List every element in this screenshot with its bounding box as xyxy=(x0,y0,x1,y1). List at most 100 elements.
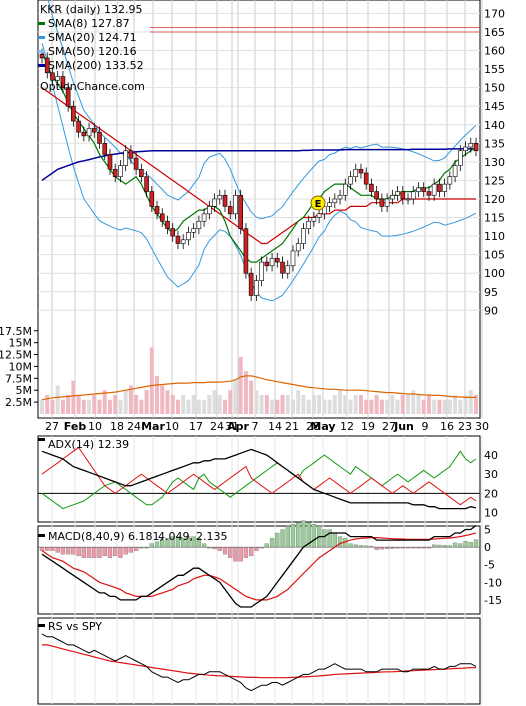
macd-histogram-bar xyxy=(264,543,269,548)
adx-tick-label: 10 xyxy=(484,506,498,519)
macd-histogram-bar xyxy=(76,546,81,557)
price-candle xyxy=(280,261,285,274)
volume-bar xyxy=(301,394,306,414)
macd-histogram-bar xyxy=(249,546,254,557)
macd-histogram-bar xyxy=(301,520,306,548)
volume-bar xyxy=(270,399,275,414)
price-candle xyxy=(473,143,479,152)
price-candle xyxy=(107,154,113,170)
volume-bar xyxy=(322,399,327,414)
price-candle xyxy=(431,183,437,196)
legend-entry: SMA(50) 120.16 xyxy=(48,45,137,58)
volume-bar xyxy=(233,380,238,414)
macd-histogram-bar xyxy=(280,529,285,548)
price-candle xyxy=(306,220,311,229)
price-candle xyxy=(86,128,92,137)
y-tick-label: 140 xyxy=(484,119,505,132)
price-candle xyxy=(196,220,202,229)
volume-bar xyxy=(217,394,222,414)
volume-bar xyxy=(40,399,44,414)
price-candle xyxy=(112,168,118,178)
macd-histogram-bar xyxy=(296,522,301,548)
y-tick-label: 135 xyxy=(484,137,505,150)
price-candle xyxy=(458,150,463,166)
macd-histogram-bar xyxy=(123,546,128,555)
macd-tick-label: 5 xyxy=(484,524,491,537)
adx-tick-label: 30 xyxy=(484,468,498,481)
volume-bar xyxy=(92,394,97,414)
volume-bar xyxy=(170,394,175,414)
price-candle xyxy=(311,217,317,222)
x-tick-label: 19 xyxy=(361,420,375,433)
volume-bar xyxy=(348,399,353,414)
volume-bar xyxy=(181,394,186,414)
y-tick-label: 105 xyxy=(484,249,505,262)
volume-bar xyxy=(280,394,285,414)
macd-histogram-bar xyxy=(238,546,243,562)
price-candle xyxy=(285,265,291,274)
legend-entry: SMA(20) 124.71 xyxy=(48,31,137,44)
macd-histogram-bar xyxy=(452,542,458,548)
macd-histogram-bar xyxy=(337,536,343,548)
y-tick-label: 170 xyxy=(484,7,505,20)
volume-bar xyxy=(411,390,416,414)
rs-line xyxy=(41,633,477,692)
legend-swatch xyxy=(38,36,45,39)
volume-bar xyxy=(254,390,259,414)
volume-average-line xyxy=(41,375,476,401)
y-tick-label: 90 xyxy=(484,304,498,317)
volume-bar xyxy=(463,394,468,414)
volume-bar xyxy=(437,399,442,414)
volume-bar xyxy=(196,399,201,414)
price-candle xyxy=(233,194,238,215)
macd-histogram-bar xyxy=(332,532,337,548)
price-candle xyxy=(369,183,374,192)
macd-histogram-bar xyxy=(222,546,228,555)
adx-label: ADX(14) 12.39 xyxy=(48,438,129,451)
x-tick-label: 31 xyxy=(225,420,239,433)
macd-histogram-bar xyxy=(217,546,222,551)
macd-histogram-bar xyxy=(473,539,479,548)
x-tick-label: May xyxy=(310,420,335,433)
adx-tick-label: 20 xyxy=(484,487,498,500)
macd-tick-label: -15 xyxy=(484,594,502,607)
x-tick-label: Apr xyxy=(227,420,249,433)
x-tick-label: 24 xyxy=(210,420,224,433)
price-candle xyxy=(416,187,421,192)
volume-bar xyxy=(66,394,71,414)
price-candle xyxy=(81,131,87,137)
macd-tick-label: 0 xyxy=(484,541,491,554)
volume-bar xyxy=(442,399,447,414)
adx-panel-frame xyxy=(37,435,481,523)
macd-histogram-bar xyxy=(133,546,139,551)
price-candle xyxy=(159,213,165,222)
volume-bar xyxy=(76,394,81,414)
volume-bar xyxy=(453,394,458,414)
macd-histogram-bar xyxy=(468,542,473,548)
macd-histogram-bar xyxy=(39,546,45,551)
macd-histogram-bar xyxy=(379,546,385,550)
legend-swatch xyxy=(38,22,45,25)
price-candle xyxy=(374,191,379,200)
price-candle xyxy=(395,191,400,196)
legend-entry: KKR (daily) 132.95 xyxy=(40,3,142,16)
volume-bar xyxy=(102,390,107,414)
volume-bar xyxy=(238,356,243,414)
macd-signal-line xyxy=(41,532,477,601)
volume-bar xyxy=(123,390,128,414)
volume-tick-label: 7.5M xyxy=(5,372,32,385)
x-tick-label: 14 xyxy=(268,420,282,433)
y-tick-label: 145 xyxy=(484,100,505,113)
x-tick-label: 27 xyxy=(382,420,396,433)
macd-histogram-bar xyxy=(254,546,259,551)
x-tick-label: 23 xyxy=(458,420,472,433)
x-tick-label: 27 xyxy=(45,420,59,433)
macd-histogram-bar xyxy=(327,529,332,548)
macd-histogram-bar xyxy=(86,546,92,558)
x-tick-label: 12 xyxy=(340,420,354,433)
macd-histogram-bar xyxy=(348,543,353,548)
legend-swatch xyxy=(38,534,45,537)
volume-bar xyxy=(426,394,431,414)
volume-bar xyxy=(317,394,322,414)
volume-bar xyxy=(149,347,154,414)
